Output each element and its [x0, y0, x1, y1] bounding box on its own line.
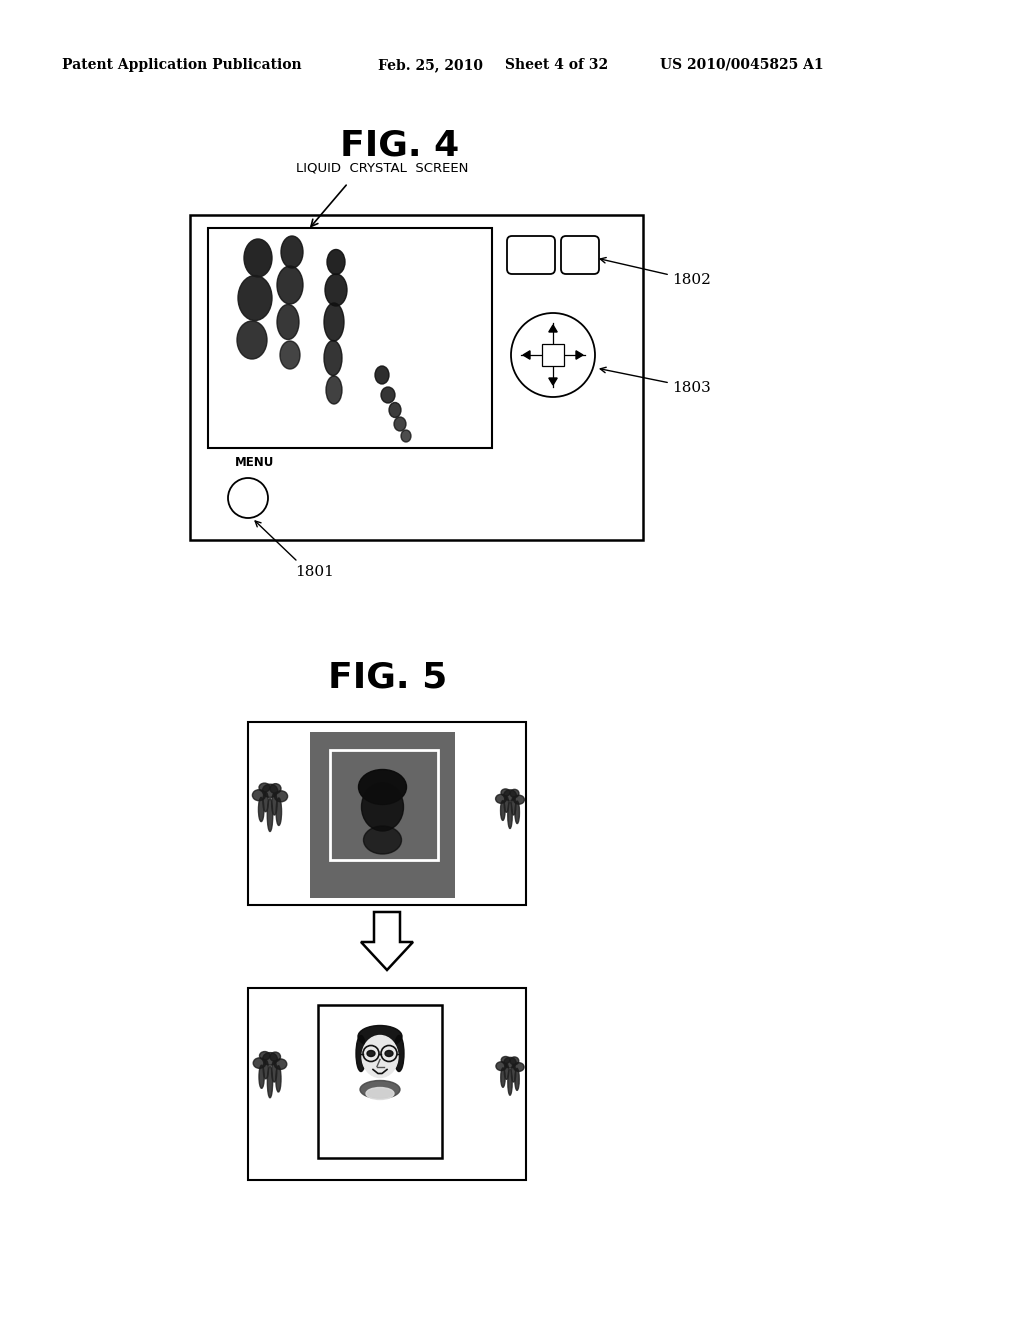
Ellipse shape [385, 1051, 393, 1056]
Ellipse shape [327, 249, 345, 275]
Ellipse shape [375, 366, 389, 384]
Ellipse shape [362, 1035, 398, 1077]
Ellipse shape [358, 770, 407, 804]
Ellipse shape [501, 801, 505, 821]
Ellipse shape [274, 791, 288, 801]
Text: FIG. 5: FIG. 5 [329, 661, 447, 696]
Ellipse shape [262, 1052, 278, 1065]
Text: Sheet 4 of 32: Sheet 4 of 32 [505, 58, 608, 73]
Ellipse shape [263, 792, 268, 812]
Ellipse shape [253, 1057, 266, 1068]
Ellipse shape [511, 1064, 516, 1082]
Circle shape [228, 478, 268, 517]
Bar [208, 228, 492, 447]
Text: LIQUID  CRYSTAL  SCREEN: LIQUID CRYSTAL SCREEN [296, 161, 468, 174]
Ellipse shape [515, 801, 519, 824]
Ellipse shape [238, 276, 272, 321]
Bar [330, 750, 438, 861]
Ellipse shape [504, 1064, 509, 1080]
Ellipse shape [366, 1088, 394, 1100]
Text: Patent Application Publication: Patent Application Publication [62, 58, 302, 73]
Ellipse shape [267, 799, 272, 832]
Ellipse shape [237, 321, 267, 359]
Ellipse shape [501, 1056, 510, 1064]
Ellipse shape [325, 275, 347, 306]
Ellipse shape [270, 1052, 281, 1061]
Ellipse shape [510, 789, 519, 797]
Polygon shape [549, 378, 557, 385]
Text: 1803: 1803 [672, 381, 711, 395]
Ellipse shape [263, 1060, 268, 1078]
Ellipse shape [275, 1065, 281, 1092]
Ellipse shape [510, 1057, 519, 1065]
Text: FIG. 4: FIG. 4 [340, 128, 460, 162]
Ellipse shape [278, 267, 303, 304]
Ellipse shape [356, 1035, 366, 1072]
Ellipse shape [501, 1068, 505, 1088]
Ellipse shape [514, 795, 524, 804]
Ellipse shape [324, 341, 342, 375]
Ellipse shape [508, 1069, 512, 1096]
Circle shape [511, 313, 595, 397]
Ellipse shape [358, 1026, 402, 1048]
Polygon shape [549, 325, 557, 333]
Ellipse shape [401, 430, 411, 442]
Ellipse shape [281, 236, 303, 268]
Ellipse shape [259, 1052, 270, 1060]
Ellipse shape [496, 1061, 507, 1071]
Ellipse shape [501, 789, 510, 796]
Ellipse shape [270, 784, 281, 793]
Ellipse shape [252, 789, 265, 801]
Ellipse shape [262, 784, 278, 797]
Ellipse shape [394, 1035, 404, 1072]
Ellipse shape [508, 801, 512, 829]
Text: MENU: MENU [234, 455, 274, 469]
Ellipse shape [324, 304, 344, 341]
Text: 1802: 1802 [672, 273, 711, 286]
Ellipse shape [515, 1068, 519, 1090]
Ellipse shape [381, 387, 395, 403]
Ellipse shape [360, 1081, 400, 1098]
Ellipse shape [280, 341, 300, 370]
Ellipse shape [367, 1051, 375, 1056]
Ellipse shape [274, 1059, 287, 1069]
Ellipse shape [244, 239, 272, 277]
Bar [318, 1005, 442, 1158]
Polygon shape [523, 351, 530, 359]
Ellipse shape [259, 783, 270, 792]
Ellipse shape [276, 799, 282, 825]
Ellipse shape [389, 403, 401, 417]
Bar [190, 215, 643, 540]
FancyBboxPatch shape [507, 236, 555, 275]
Text: Feb. 25, 2010: Feb. 25, 2010 [378, 58, 483, 73]
Bar [248, 722, 526, 906]
Ellipse shape [513, 1063, 524, 1072]
FancyBboxPatch shape [561, 236, 599, 275]
Ellipse shape [364, 826, 401, 854]
Bar [248, 987, 526, 1180]
Ellipse shape [361, 783, 403, 832]
Bar [542, 345, 564, 366]
Ellipse shape [259, 1065, 264, 1088]
Ellipse shape [504, 1057, 516, 1068]
Ellipse shape [326, 376, 342, 404]
Ellipse shape [511, 797, 516, 814]
Text: 1801: 1801 [295, 565, 334, 579]
Ellipse shape [267, 1067, 272, 1098]
Ellipse shape [504, 789, 516, 801]
Bar [310, 733, 455, 898]
Text: US 2010/0045825 A1: US 2010/0045825 A1 [660, 58, 823, 73]
Ellipse shape [258, 797, 264, 821]
Ellipse shape [271, 1061, 276, 1082]
Polygon shape [575, 351, 583, 359]
Polygon shape [361, 912, 413, 970]
Ellipse shape [394, 417, 406, 432]
Ellipse shape [504, 796, 509, 812]
Ellipse shape [278, 305, 299, 339]
Ellipse shape [496, 795, 507, 804]
Ellipse shape [271, 793, 278, 814]
